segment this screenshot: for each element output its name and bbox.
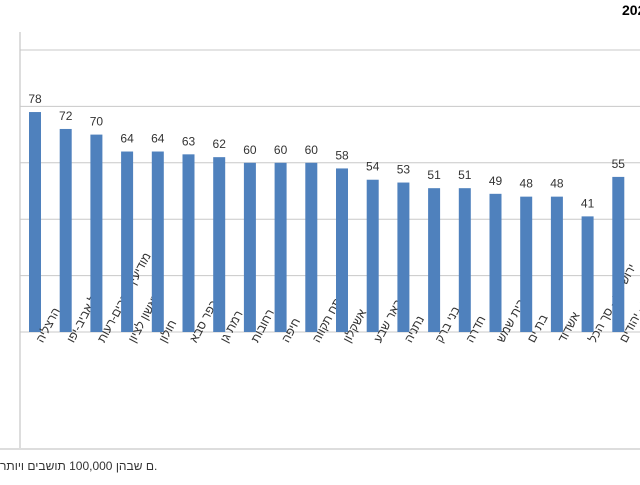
value-label: 55 [612,157,626,171]
value-label: 64 [151,132,165,146]
footnote: ם שבהן 100,000 תושבים ויותר. [0,459,157,473]
bar [29,112,41,332]
value-label: 49 [489,174,503,188]
value-label: 60 [274,143,288,157]
bar [550,196,563,332]
value-label: 53 [397,163,411,177]
bar [581,216,594,332]
bar [612,176,625,332]
bar [458,188,471,332]
value-label: 63 [182,134,196,148]
bar [121,151,134,332]
value-label: 62 [213,137,227,151]
bar [397,182,410,332]
value-label: 48 [550,177,564,191]
value-label: 58 [335,148,349,162]
value-label: 78 [28,92,42,106]
chart-title: תרשים 5 - אחוז בני 20 ומעלה העוסקים בפעי… [622,2,640,18]
bar [90,134,103,332]
value-label: 41 [581,196,595,210]
value-label: 60 [243,143,257,157]
value-label: 51 [458,168,472,182]
value-label: 72 [59,109,73,123]
bar [366,179,379,332]
bar [59,128,72,332]
bar [305,162,318,332]
value-label: 70 [90,115,104,129]
bar [243,162,256,332]
value-label: 48 [520,177,534,191]
bar [428,188,441,332]
value-label: 51 [427,168,441,182]
value-label: 60 [305,143,319,157]
bar [213,157,226,332]
bar [520,196,533,332]
bar [182,154,195,332]
value-label: 64 [120,132,134,146]
value-label: 54 [366,160,380,174]
bar [151,151,164,332]
bar [336,168,348,332]
bar [274,162,287,332]
bar [489,193,502,332]
